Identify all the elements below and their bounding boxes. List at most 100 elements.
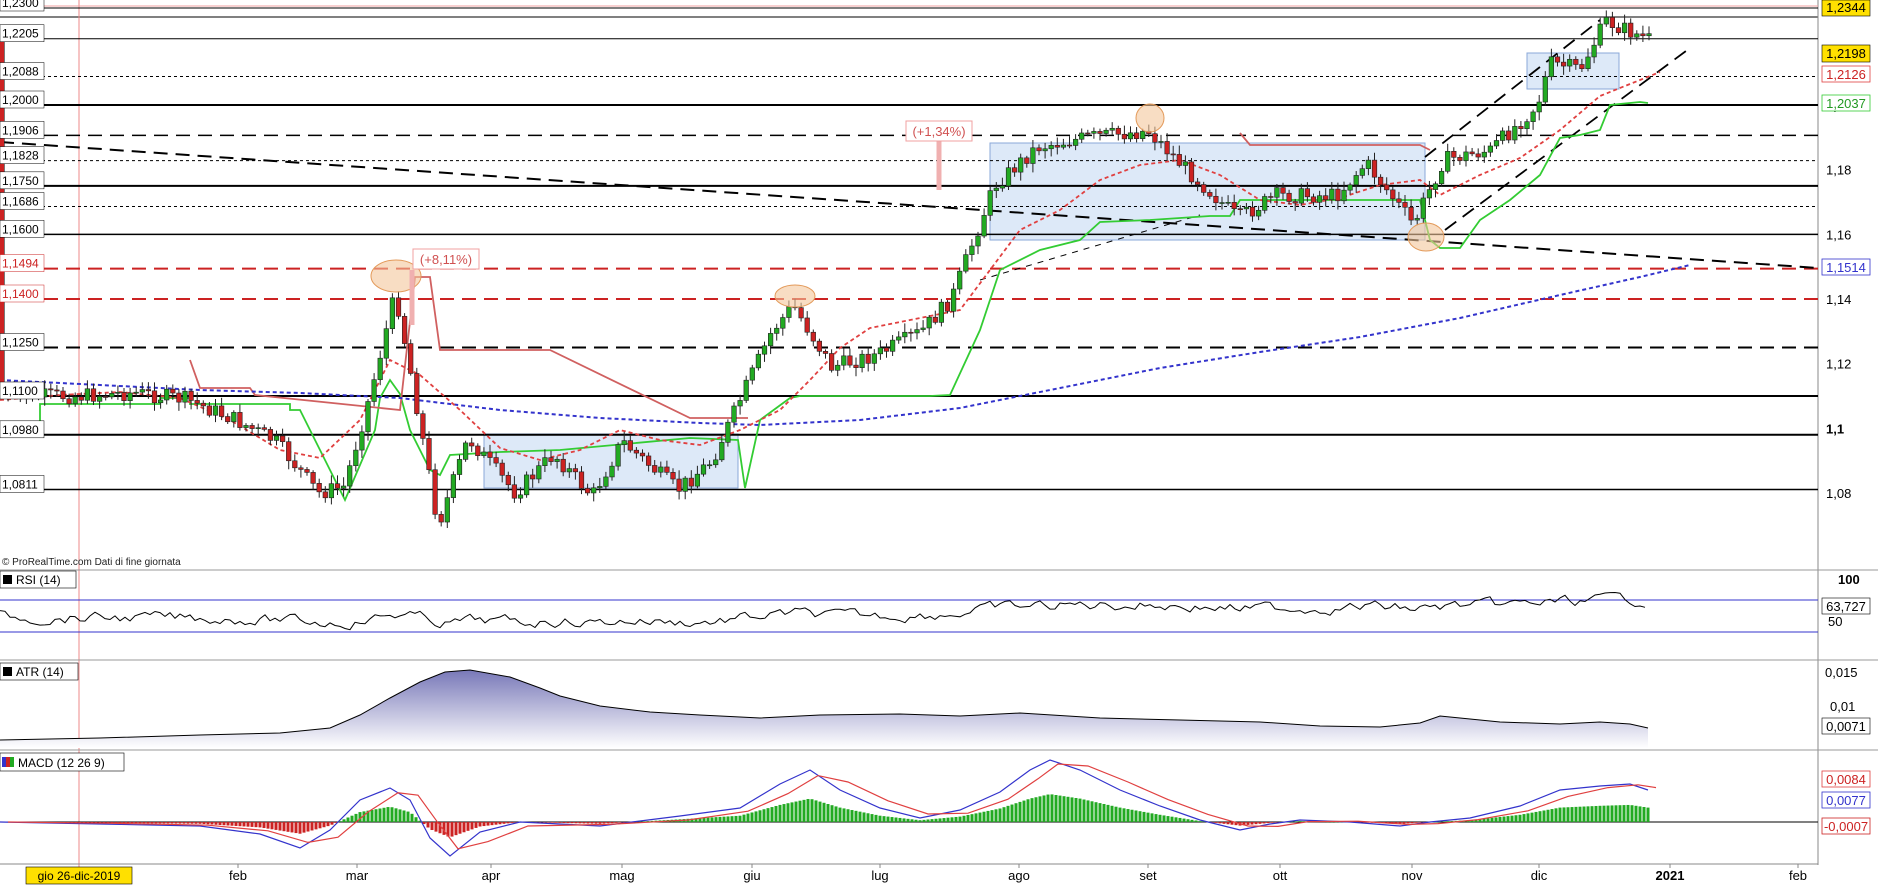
candle bbox=[1518, 121, 1524, 138]
macd-bar bbox=[474, 822, 478, 828]
macd-bar bbox=[338, 821, 342, 822]
left-level-label: 1,2000 bbox=[0, 90, 45, 109]
macd-bar bbox=[886, 816, 890, 822]
macd-bar bbox=[622, 822, 626, 823]
macd-bar bbox=[986, 810, 990, 822]
candle bbox=[749, 364, 755, 385]
macd-bar bbox=[1586, 806, 1590, 822]
macd-bar bbox=[486, 822, 490, 826]
macd-bar bbox=[1486, 818, 1490, 822]
macd-bar bbox=[1182, 818, 1186, 822]
macd-bar bbox=[766, 808, 770, 822]
candle bbox=[1024, 155, 1030, 168]
candle bbox=[505, 471, 511, 492]
macd-bar bbox=[1582, 806, 1586, 822]
macd-bar bbox=[1446, 821, 1450, 822]
macd-bar bbox=[862, 812, 866, 822]
macd-bar bbox=[326, 822, 330, 827]
candle bbox=[963, 249, 969, 274]
candle bbox=[1207, 189, 1213, 200]
macd-bar bbox=[982, 811, 986, 822]
svg-text:gio 26-dic-2019: gio 26-dic-2019 bbox=[38, 869, 121, 883]
macd-bar bbox=[550, 822, 554, 823]
candle bbox=[176, 389, 182, 411]
candle bbox=[1396, 191, 1402, 209]
candle bbox=[1085, 129, 1091, 137]
macd-bar bbox=[974, 813, 978, 822]
macd-bar bbox=[126, 822, 130, 824]
macd-bar bbox=[110, 822, 114, 824]
macd-bar bbox=[558, 822, 562, 823]
macd-bar bbox=[962, 815, 966, 822]
candle bbox=[743, 375, 749, 404]
macd-bar bbox=[1630, 805, 1634, 822]
macd-bar bbox=[494, 822, 498, 825]
atr-panel[interactable]: ATR (14) 0,015 0,01 0,0071 bbox=[0, 659, 1878, 748]
macd-bar bbox=[798, 800, 802, 822]
badge-last: 1,2198 bbox=[1821, 44, 1871, 63]
candle bbox=[1109, 122, 1115, 135]
macd-bar bbox=[1126, 809, 1130, 822]
candle bbox=[719, 435, 725, 462]
candle bbox=[371, 373, 377, 407]
macd-bar bbox=[1118, 807, 1122, 822]
price-panel[interactable]: (+8,11%) (+1,34%) 1,2300 1,2205 1,2088 1,20… bbox=[0, 0, 1871, 868]
candle bbox=[298, 465, 304, 478]
candle bbox=[255, 423, 261, 437]
macd-bar bbox=[182, 822, 186, 824]
svg-text:1,1494: 1,1494 bbox=[2, 257, 39, 271]
macd-bar bbox=[290, 822, 294, 833]
macd-bar bbox=[922, 819, 926, 822]
candle bbox=[243, 423, 249, 432]
macd-bar bbox=[174, 822, 178, 824]
svg-text:0,0084: 0,0084 bbox=[1826, 772, 1866, 787]
candle bbox=[1182, 155, 1188, 175]
candle bbox=[1115, 125, 1121, 141]
macd-bar bbox=[106, 822, 110, 823]
candle bbox=[1304, 182, 1310, 202]
candle bbox=[200, 400, 206, 414]
atr-line bbox=[0, 669, 1649, 741]
macd-bar bbox=[910, 819, 914, 822]
macd-panel[interactable]: MACD (12 26 9) 0,0084 0,0077 -0,0007 bbox=[0, 749, 1878, 857]
macd-bar bbox=[594, 822, 598, 824]
candle bbox=[1463, 145, 1469, 167]
macd-bar bbox=[422, 822, 426, 825]
macd-bar bbox=[426, 822, 430, 828]
right-axis-tick: 1,08 bbox=[1826, 486, 1851, 501]
rsi-panel[interactable]: RSI (14) 100 50 63,727 bbox=[0, 569, 1878, 633]
candle bbox=[1323, 188, 1329, 207]
candle bbox=[652, 459, 658, 475]
macd-bar bbox=[250, 822, 254, 827]
candle bbox=[1542, 71, 1548, 106]
candle bbox=[1073, 134, 1079, 151]
highlight-march-high bbox=[370, 259, 422, 293]
macd-bar bbox=[714, 817, 718, 822]
macd-bar bbox=[150, 822, 154, 824]
candle bbox=[487, 444, 493, 466]
macd-bar bbox=[418, 820, 422, 822]
candle bbox=[1390, 186, 1396, 207]
macd-bar bbox=[1262, 822, 1266, 824]
candle bbox=[1164, 133, 1170, 161]
stop-line-green bbox=[0, 101, 1649, 503]
right-axis-ticks: 1,21,181,161,141,121,11,08 bbox=[1826, 98, 1851, 501]
candle bbox=[841, 348, 847, 371]
right-axis-tick: 1,16 bbox=[1826, 227, 1851, 242]
macd-bar bbox=[990, 810, 994, 822]
macd-bar bbox=[1078, 798, 1082, 822]
candle bbox=[267, 426, 274, 446]
macd-bar bbox=[842, 808, 846, 822]
macd-bar bbox=[1558, 807, 1562, 822]
svg-text:1,1400: 1,1400 bbox=[2, 287, 39, 301]
macd-bar bbox=[1538, 811, 1542, 822]
candle bbox=[877, 340, 883, 360]
candle bbox=[603, 471, 609, 489]
svg-text:1,0980: 1,0980 bbox=[2, 423, 39, 437]
svg-text:1,2000: 1,2000 bbox=[2, 93, 39, 107]
macd-bar bbox=[826, 804, 830, 822]
svg-text:0,0071: 0,0071 bbox=[1826, 719, 1866, 734]
candle bbox=[572, 463, 578, 480]
svg-text:RSI (14): RSI (14) bbox=[16, 573, 61, 587]
